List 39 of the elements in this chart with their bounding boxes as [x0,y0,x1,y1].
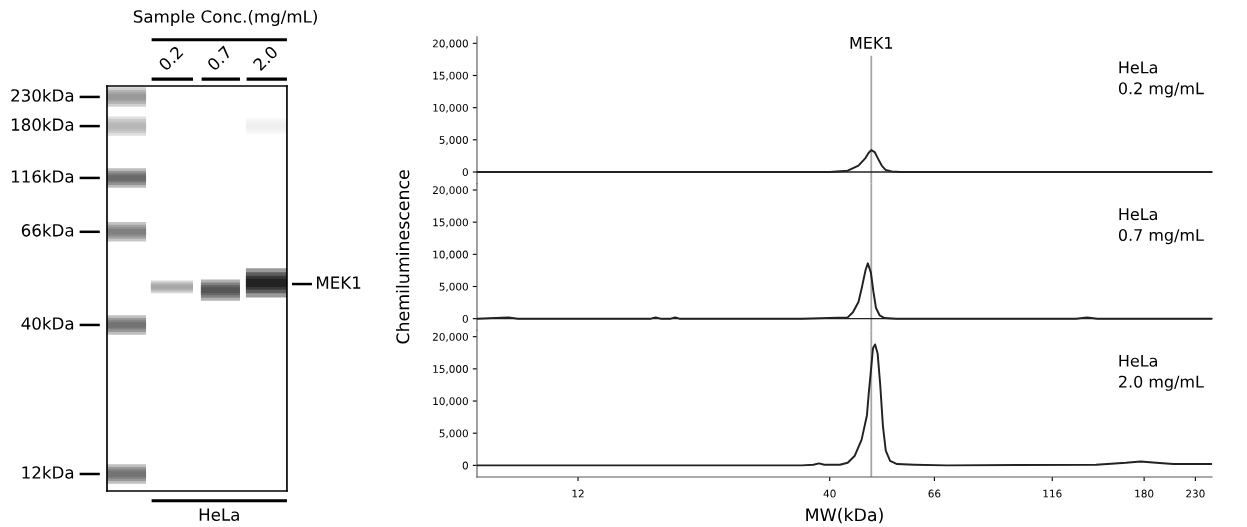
annotation: HeLa 0.2 mg/mL [1118,61,1204,98]
y-tick-label: 15,000 [433,71,468,81]
category-label: 2.0 [252,45,279,72]
y-tick-label: 5,000 [439,136,468,145]
annotation: HeLa 2.0 mg/mL [1119,354,1204,391]
y-tick-label: 0 [462,461,468,470]
x-tick-label: 66 [928,489,941,498]
x-axis-title: MW(kDa) [806,507,883,524]
y-tick-label: 0 [462,168,468,177]
text: 116kDa [11,169,74,183]
x-tick-label: 116 [1043,489,1062,498]
y-tick-label: 0 [462,314,468,323]
text: 40kDa [21,316,74,330]
text: MEK1 [317,276,361,289]
y-tick-label: 20,000 [432,39,468,49]
y-tick-label: 20,000 [432,332,468,342]
y-tick-label: 5,000 [439,429,468,439]
y-tick-label: 10,000 [433,397,468,407]
x-tick-label: 40 [823,489,836,498]
ref-line-label: MEK1 [850,36,893,49]
text: HeLa [199,508,239,521]
x-tick-label: 180 [1135,489,1154,498]
text: Sample Conc.(mg/mL) [133,9,317,27]
category-label: 0.7 [206,45,233,72]
x-tick-label: 230 [1186,489,1205,498]
annotation: HeLa 0.7 mg/mL [1118,208,1204,245]
y-tick-label: 10,000 [433,103,468,113]
y-tick-label: 15,000 [433,218,468,228]
category-label: 0.2 [157,45,184,72]
y-tick-label: 5,000 [439,282,468,292]
text: 12kDa [22,465,74,479]
text: 230kDa [11,88,74,102]
text: 180kDa [11,118,74,131]
y-tick-label: 10,000 [433,250,468,260]
y-tick-label: 15,000 [433,365,468,375]
x-tick-label: 12 [572,489,584,498]
y-tick-label: 20,000 [432,186,468,196]
text: 66kDa [21,223,74,237]
y-axis-title: Chemiluminescence [395,170,410,344]
